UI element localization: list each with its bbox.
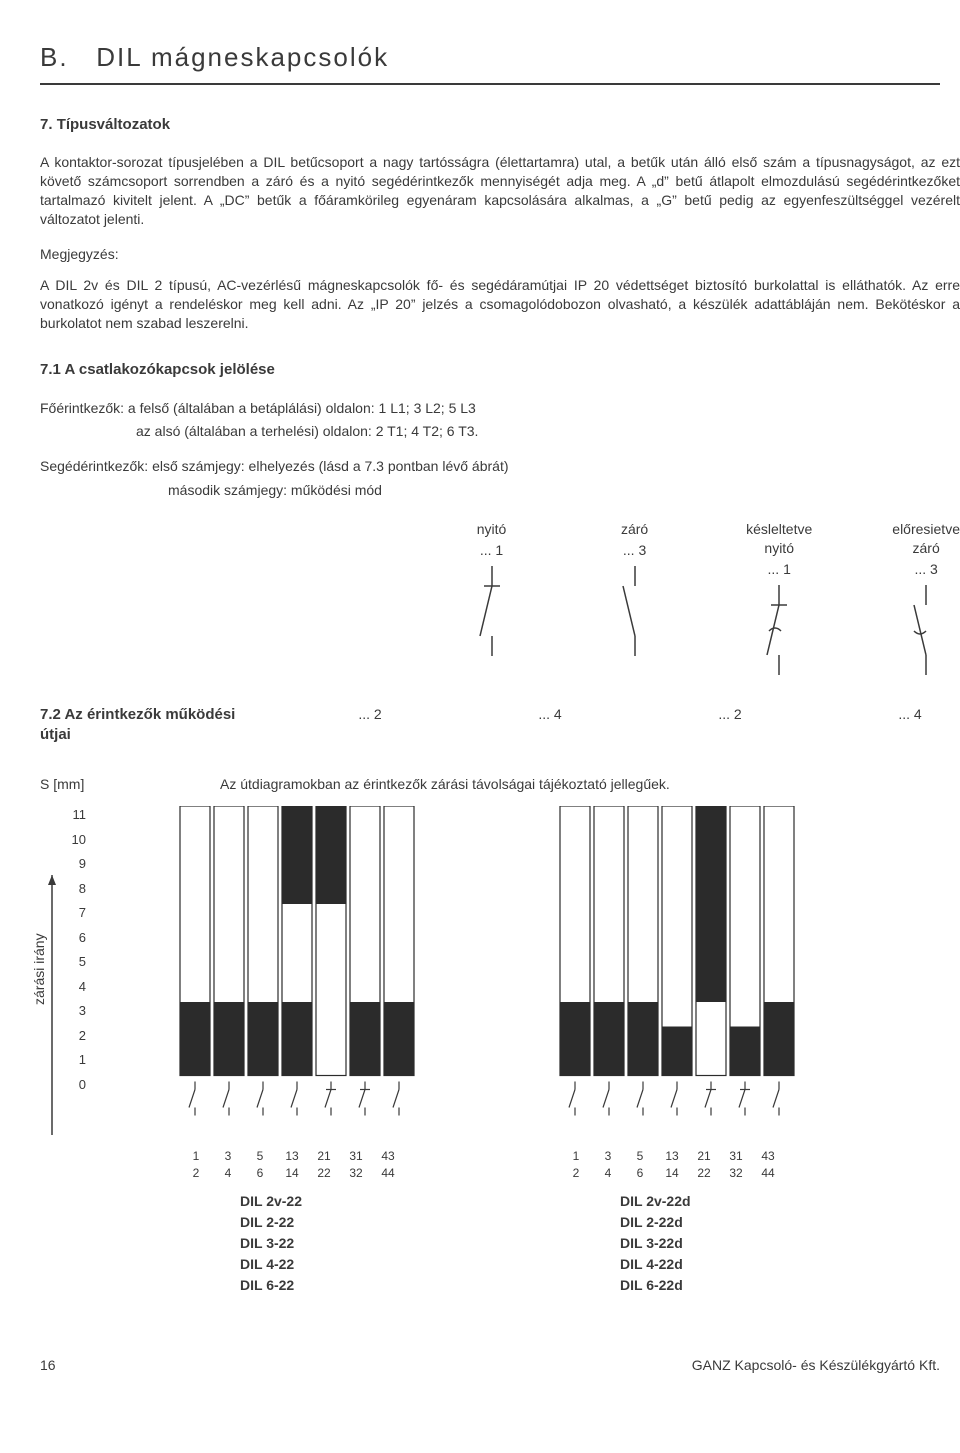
model-list-right: DIL 2v-22dDIL 2-22dDIL 3-22dDIL 4-22dDIL… — [620, 1191, 840, 1296]
company-name: GANZ Kapcsoló- és Készülékgyártó Kft. — [692, 1356, 940, 1375]
page-number: 16 — [40, 1356, 56, 1375]
main-terminals-line1: Főérintkezők: a felső (általában a betáp… — [40, 399, 960, 418]
section-letter: B. — [40, 42, 69, 72]
sec7-heading: 7. Típusváltozatok — [40, 115, 960, 135]
page-section-header: B. DIL mágneskapcsolók — [40, 40, 960, 75]
main-terminals-line2: az alsó (általában a terhelési) oldalon:… — [136, 422, 960, 441]
sec7-para2: A DIL 2v és DIL 2 típusú, AC-vezérlésű m… — [40, 276, 960, 333]
sec72-heading: 7.2 Az érintkezők működési útjai — [40, 705, 260, 746]
symbol-early-no: előresietve záró ... 3 — [892, 520, 960, 675]
sec72-row: 7.2 Az érintkezők működési útjai ... 2 .… — [40, 705, 960, 746]
travel-chart-right: 1351321314324614223244 DIL 2v-22dDIL 2-2… — [540, 806, 840, 1295]
travel-chart-left-svg — [160, 806, 420, 1146]
contact-symbol-row: nyitó ... 1 záró ... 3 késleltetve nyitó… — [460, 520, 960, 675]
y-axis-label: zárási irány — [30, 934, 49, 1006]
diagram-caption: Az útdiagramokban az érintkezők zárási t… — [220, 775, 960, 794]
no-contact-icon — [615, 566, 655, 656]
sec71-heading: 7.1 A csatlakozókapcsok jelölése — [40, 360, 960, 380]
travel-diagram-area: S [mm] 11109876543210 zárási irány Az út… — [40, 775, 960, 1295]
terminal-grid-left: 1351321314324614223244 — [180, 1148, 460, 1180]
header-rule — [40, 83, 940, 85]
aux-line1: Segédérintkezők: első számjegy: elhelyez… — [40, 457, 960, 476]
delayed-nc-contact-icon — [759, 585, 799, 675]
symbol-bottom-nums: ... 2 ... 4 ... 2 ... 4 — [320, 705, 960, 724]
model-list-left: DIL 2v-22DIL 2-22DIL 3-22DIL 4-22DIL 6-2… — [240, 1191, 460, 1296]
travel-chart-right-svg — [540, 806, 800, 1146]
sec7-para1: A kontaktor-sorozat típusjelében a DIL b… — [40, 153, 960, 229]
page-footer: 16 GANZ Kapcsoló- és Készülékgyártó Kft. — [40, 1356, 940, 1375]
arrow-up-icon — [46, 875, 58, 1135]
terminal-grid-right: 1351321314324614223244 — [560, 1148, 840, 1180]
aux-line2: második számjegy: működési mód — [168, 481, 960, 500]
sec7-note-label: Megjegyzés: — [40, 245, 960, 264]
early-no-contact-icon — [906, 585, 946, 675]
symbol-no: záró ... 3 — [603, 520, 666, 675]
symbol-nc: nyitó ... 1 — [460, 520, 523, 675]
travel-chart-left: 1351321314324614223244 DIL 2v-22DIL 2-22… — [160, 806, 460, 1295]
y-ticks: 11109876543210 — [64, 803, 86, 1097]
nc-contact-icon — [472, 566, 512, 656]
y-axis: S [mm] 11109876543210 zárási irány — [40, 775, 100, 1155]
section-title: DIL mágneskapcsolók — [96, 42, 389, 72]
symbol-delayed-nc: késleltetve nyitó ... 1 — [746, 520, 812, 675]
s-unit-label: S [mm] — [40, 775, 100, 794]
